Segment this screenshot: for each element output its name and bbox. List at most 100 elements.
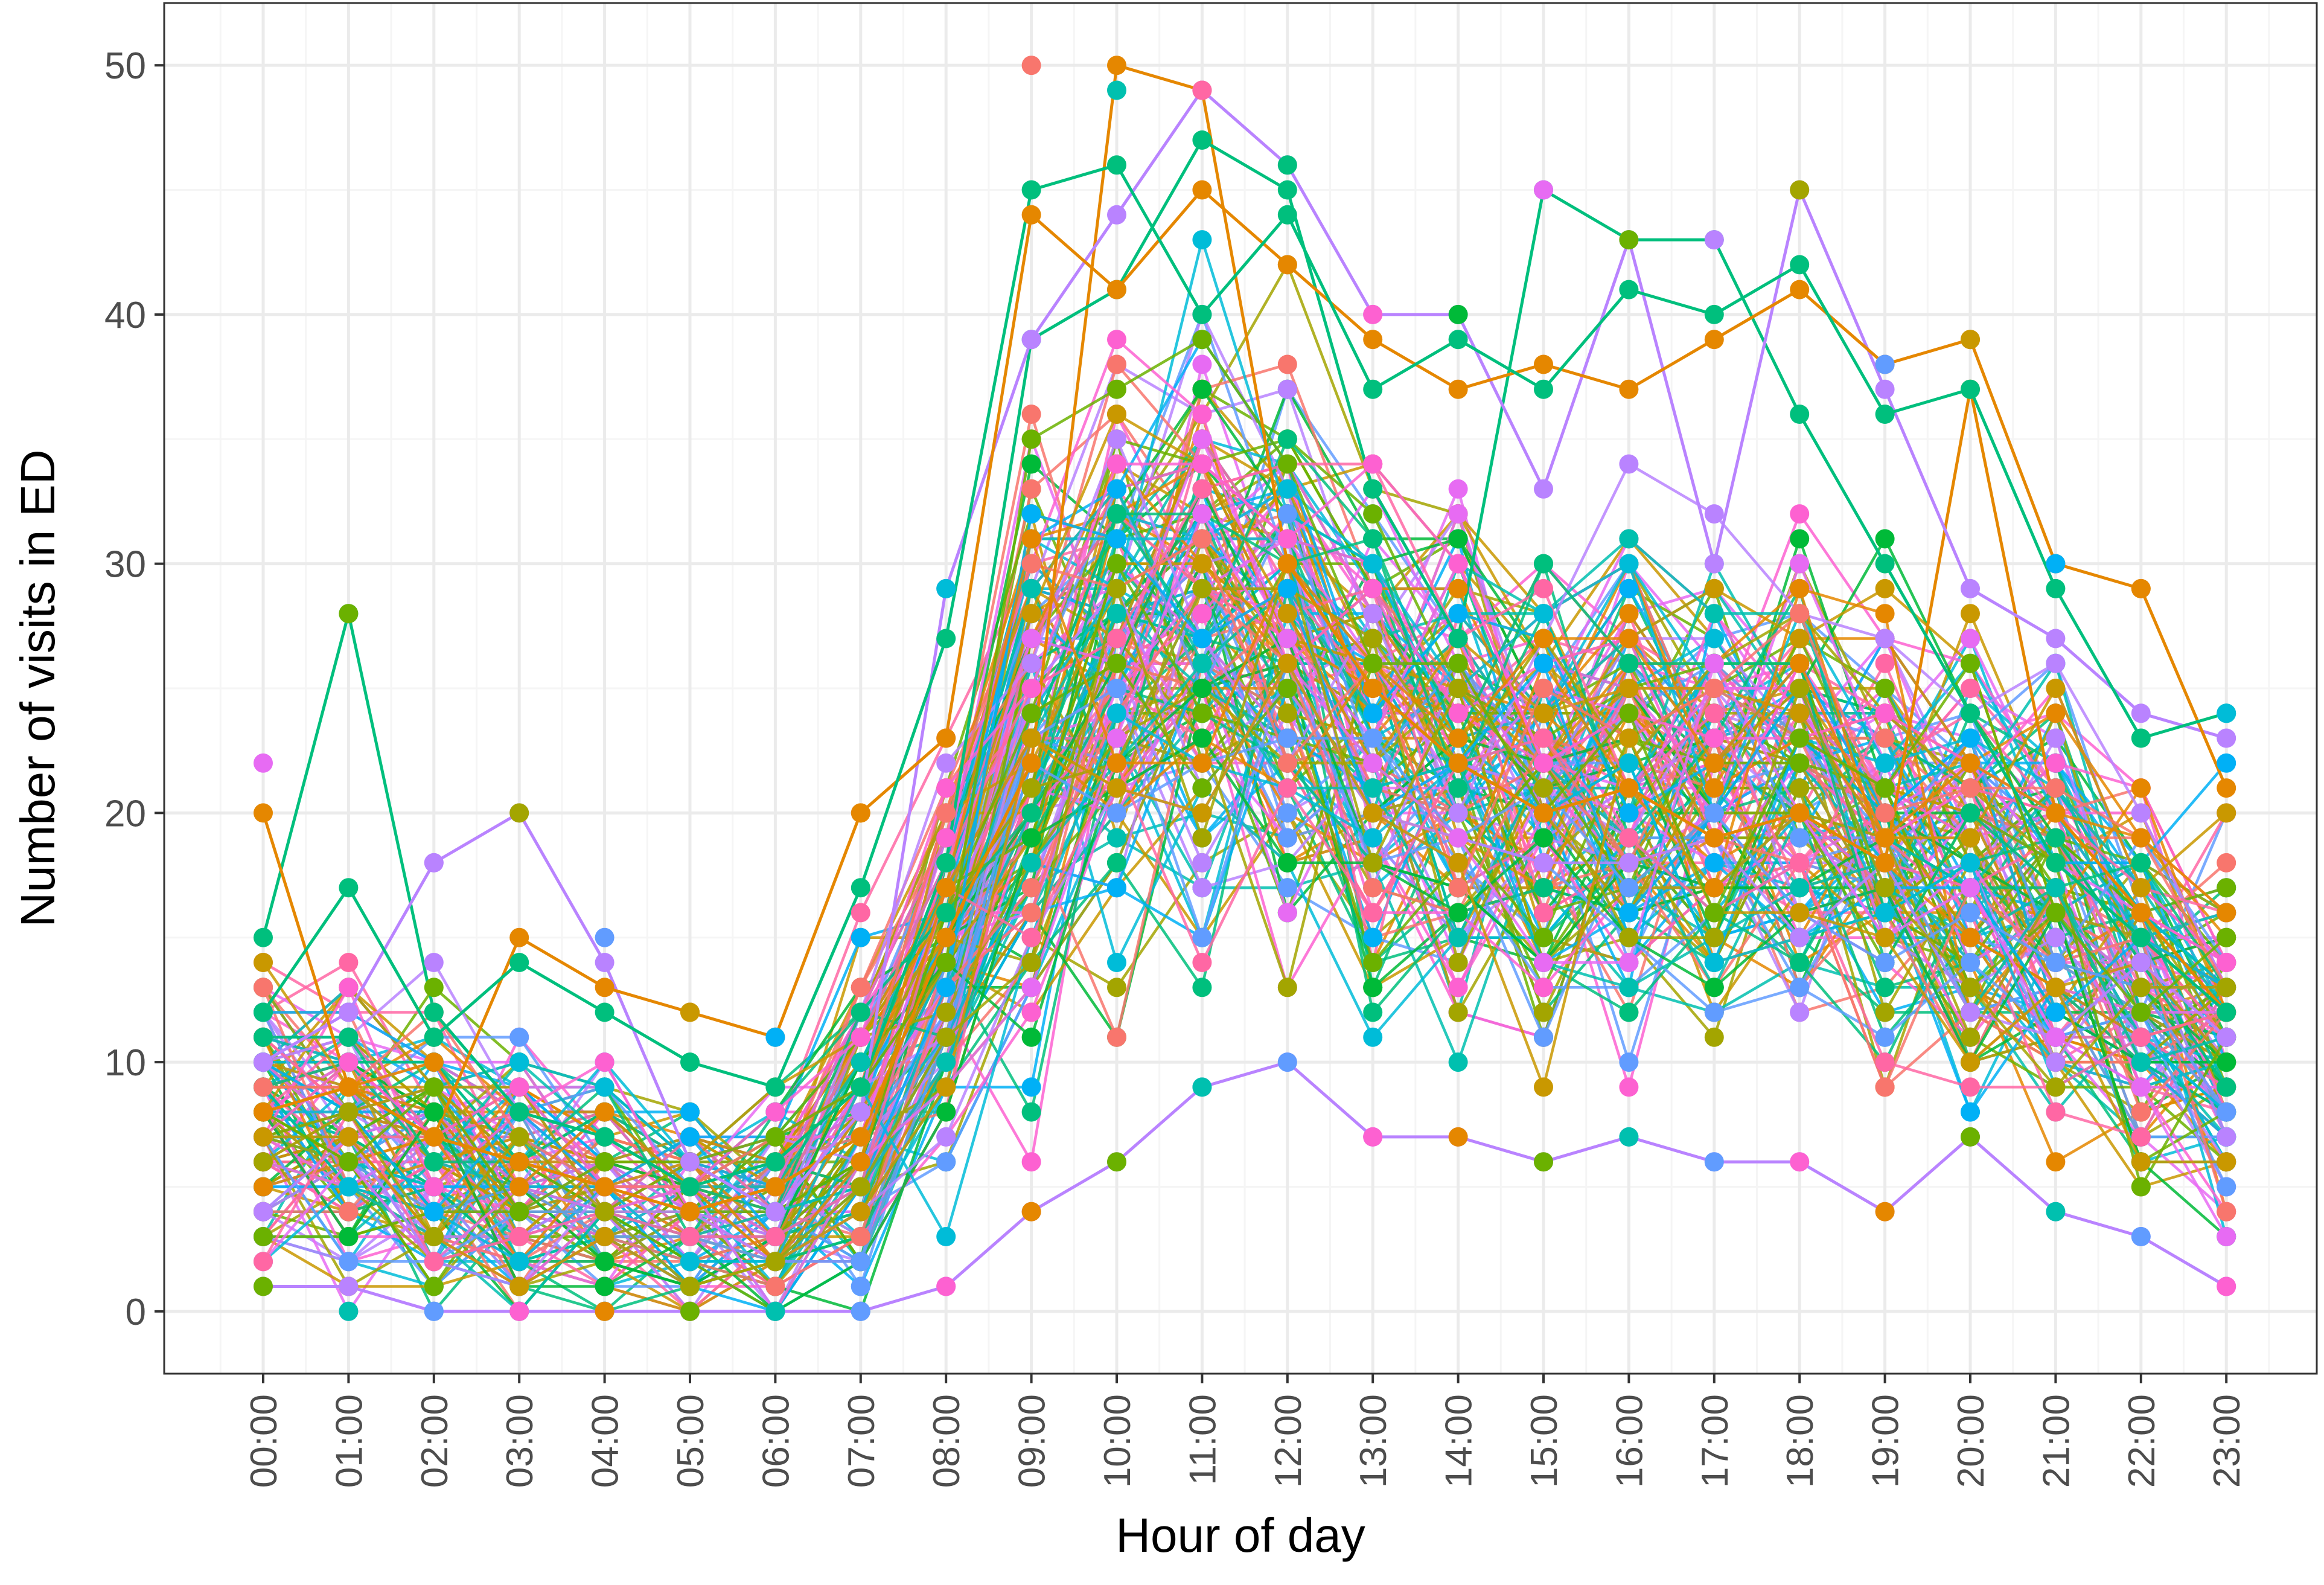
series-point (2131, 828, 2151, 848)
series-point (1448, 379, 1468, 399)
series-point (509, 1152, 529, 1172)
series-point (1534, 1002, 1553, 1022)
series-point (1961, 679, 1980, 698)
series-point (680, 1152, 700, 1172)
series-point (851, 1252, 870, 1272)
series-point (2217, 753, 2236, 773)
series-point (2131, 903, 2151, 923)
x-tick-label: 11:00 (1182, 1394, 1224, 1485)
series-point (936, 1227, 956, 1246)
hour-max-point (1107, 80, 1126, 100)
hour-max-point (765, 1027, 785, 1047)
series-point (1021, 853, 1041, 873)
series-point (509, 1177, 529, 1197)
series-line (262, 537, 2227, 1238)
hour-min-point (936, 1276, 956, 1296)
series-point (1961, 953, 1980, 972)
series-point (1875, 578, 1895, 598)
series-point (2217, 927, 2236, 947)
series-point (1704, 629, 1724, 648)
series-point (1363, 728, 1383, 748)
series-point (765, 1127, 785, 1147)
series-point (1790, 653, 1810, 673)
series-point (1619, 753, 1639, 773)
hour-max-point (1192, 80, 1212, 100)
series-point (1961, 604, 1980, 624)
series-point (1790, 728, 1810, 748)
series-point (1363, 978, 1383, 997)
series-line (261, 487, 2227, 1213)
series-point (1192, 728, 1212, 748)
series-point (1107, 778, 1126, 798)
series-point (2217, 978, 2236, 997)
series-point (1192, 703, 1212, 723)
series-point (1021, 330, 1041, 350)
series-point (1277, 878, 1297, 898)
hour-max-point (1448, 304, 1468, 324)
series-point (1448, 927, 1468, 947)
series-point (1534, 554, 1553, 574)
series-point (1961, 978, 1980, 997)
series-point (936, 1152, 956, 1172)
series-point (1619, 853, 1639, 873)
series-point (1961, 1102, 1980, 1122)
series-point (1619, 554, 1639, 574)
series-point (1192, 330, 1212, 350)
series-point (1277, 903, 1297, 923)
series-point (2217, 1152, 2236, 1172)
series-point (424, 1077, 444, 1097)
x-tick-label: 19:00 (1865, 1394, 1907, 1488)
series-point (1277, 728, 1297, 748)
series-point (424, 953, 444, 972)
series-point (936, 853, 956, 873)
x-tick-label: 05:00 (670, 1394, 712, 1488)
series-point (2046, 1102, 2066, 1122)
series-point (595, 1252, 615, 1272)
series-point (2217, 1127, 2236, 1147)
series-point (851, 1077, 870, 1097)
series-point (1107, 828, 1126, 848)
series-point (1534, 878, 1553, 898)
series-point (1875, 1052, 1895, 1072)
series-point (1363, 653, 1383, 673)
series-point (1021, 803, 1041, 823)
series-point (1277, 653, 1297, 673)
series-point (1961, 379, 1980, 399)
series-point (1790, 504, 1810, 524)
series-point (1448, 1002, 1468, 1022)
series-point (851, 1052, 870, 1072)
series-point (1192, 479, 1212, 499)
series-point (1448, 504, 1468, 524)
series-point (1107, 629, 1126, 648)
series-point (1107, 578, 1126, 598)
hour-max-point (1875, 354, 1895, 374)
series-point (595, 1177, 615, 1197)
series-point (254, 1127, 273, 1147)
series-point (1277, 379, 1297, 399)
y-tick-label: 10 (104, 1042, 146, 1084)
hour-min-point (1107, 1152, 1126, 1172)
series-point (339, 1002, 359, 1022)
series-point (2046, 753, 2066, 773)
series-point (1363, 679, 1383, 698)
series-point (1875, 1027, 1895, 1047)
series-point (254, 927, 273, 947)
series-point (1107, 155, 1126, 175)
series-point (1534, 927, 1553, 947)
series-point (1021, 180, 1041, 200)
series-point (1961, 903, 1980, 923)
x-tick-label: 01:00 (328, 1394, 370, 1488)
hour-max-point (424, 853, 444, 873)
series-point (765, 1276, 785, 1296)
series-point (1448, 703, 1468, 723)
series-point (2217, 1102, 2236, 1122)
series-point (2131, 1127, 2151, 1147)
series-point (339, 1102, 359, 1122)
series-point (1448, 529, 1468, 549)
series-point (339, 1127, 359, 1147)
series-point (339, 1227, 359, 1246)
series-point (1277, 454, 1297, 474)
series-point (936, 1027, 956, 1047)
series-point (595, 1102, 615, 1122)
series-point (2217, 1227, 2236, 1246)
